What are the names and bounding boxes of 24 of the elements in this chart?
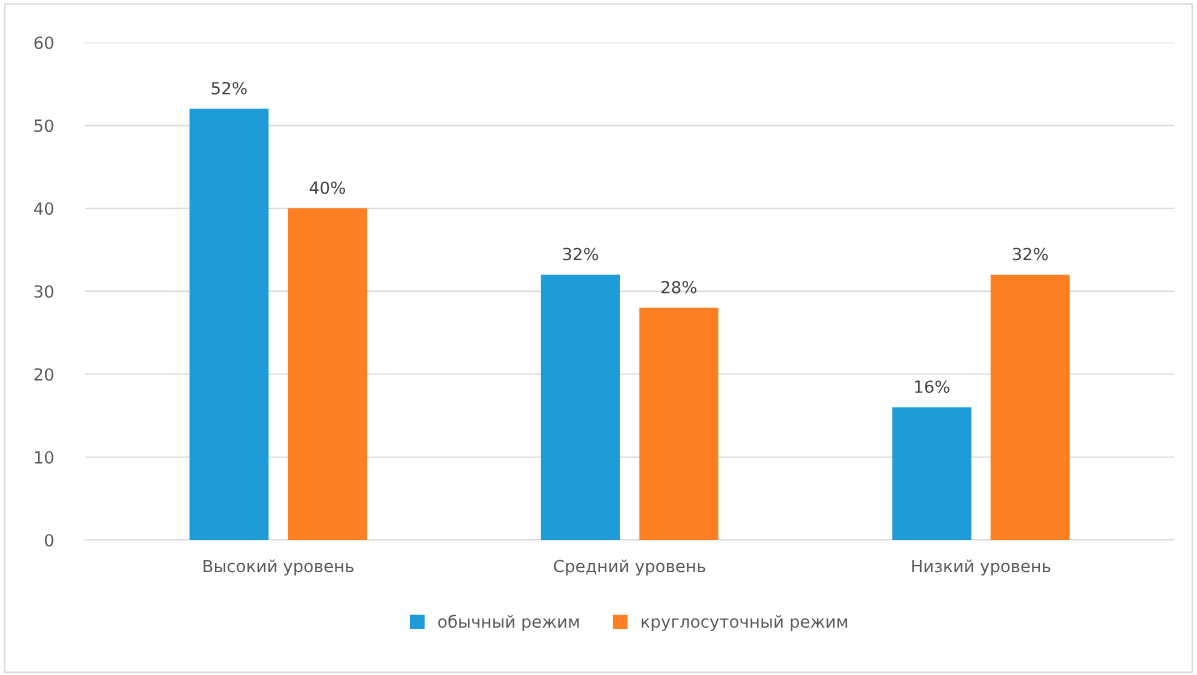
data-label: 16%	[915, 380, 950, 393]
data-label: 28%	[661, 280, 697, 294]
y-tick-label: 10	[35, 451, 54, 464]
y-tick-label: 60	[34, 36, 54, 50]
bar	[892, 407, 972, 540]
data-label: 32%	[563, 247, 599, 261]
bar	[990, 274, 1070, 540]
data-label: 32%	[1012, 247, 1048, 261]
legend-label: обычный режим	[438, 614, 579, 632]
y-tick-label: 40	[34, 202, 54, 215]
y-tick-label: 20	[34, 368, 54, 381]
legend-label: круглосуточный режим	[641, 615, 848, 632]
bar	[540, 274, 620, 540]
bar	[639, 307, 719, 540]
y-tick-label: 30	[34, 285, 54, 298]
bar	[189, 108, 269, 540]
y-tick-label: 0	[44, 533, 54, 547]
x-tick-label: Средний уровень	[553, 559, 706, 576]
data-label: 52%	[211, 81, 247, 95]
bar	[287, 208, 367, 540]
data-label: 40%	[309, 181, 346, 195]
x-tick-label: Высокий уровень	[203, 559, 354, 576]
y-tick-label: 50	[34, 119, 54, 133]
x-tick-label: Низкий уровень	[912, 559, 1051, 576]
